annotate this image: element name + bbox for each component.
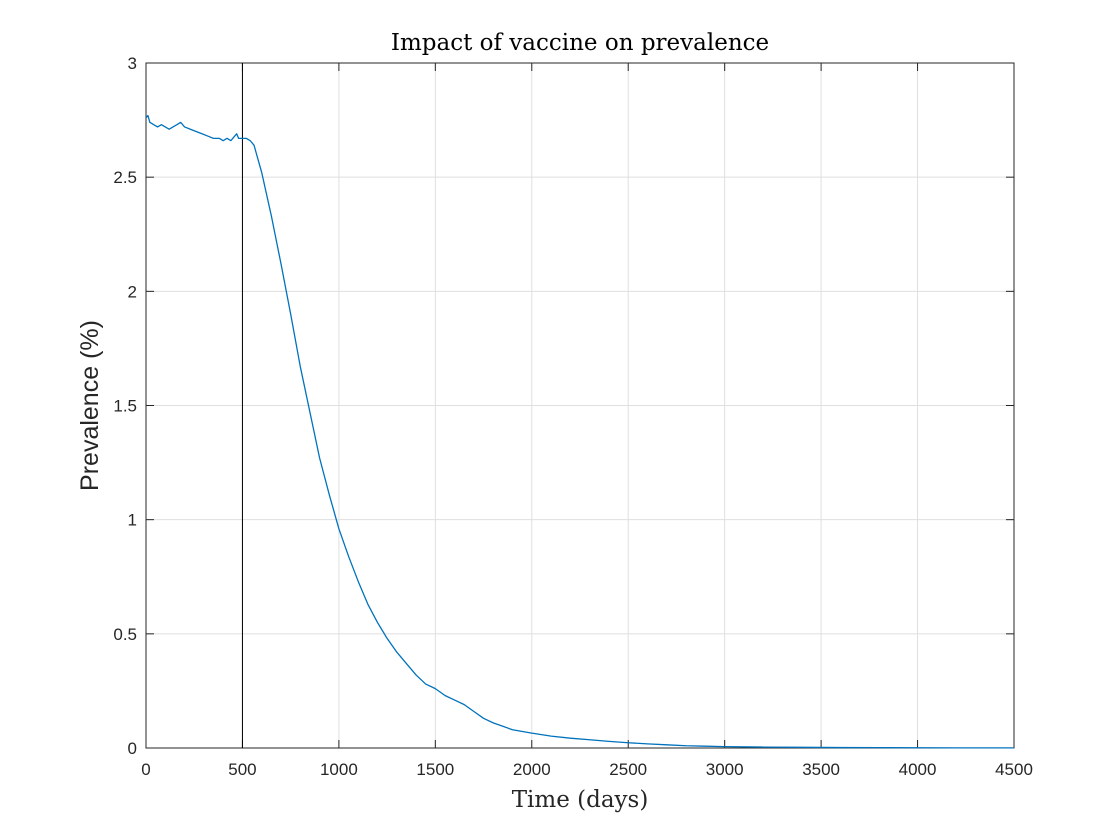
y-tick-label: 1.5: [113, 397, 137, 416]
x-tick-label: 0: [141, 760, 150, 779]
x-tick-label: 4000: [899, 760, 937, 779]
y-tick-label: 2.5: [113, 168, 137, 187]
y-tick-label: 0: [128, 739, 137, 758]
axes-box: [145, 62, 1015, 749]
y-tick-label: 3: [128, 54, 137, 73]
x-tick-label: 2000: [513, 760, 551, 779]
x-tick-label: 1500: [416, 760, 454, 779]
tick-labels: 0 500 1000 1500 2000 2500 3000 3500 4000 4500 0 0.5…: [113, 54, 1033, 779]
chart-title: Impact of vaccine on prevalence: [391, 30, 769, 56]
x-tick-label: 2500: [609, 760, 647, 779]
series-line: [145, 114, 1015, 749]
x-axis-label: Time (days): [512, 787, 649, 813]
x-tick-label: 3000: [706, 760, 744, 779]
y-tick-label: 1: [128, 511, 137, 530]
axes: [145, 62, 1015, 749]
x-tick-label: 4500: [995, 760, 1033, 779]
data-series: [145, 114, 1015, 749]
x-tick-label: 500: [228, 760, 256, 779]
x-tick-label: 3500: [802, 760, 840, 779]
x-tick-label: 1000: [320, 760, 358, 779]
y-tick-label: 0.5: [113, 625, 137, 644]
y-tick-label: 2: [128, 282, 137, 301]
y-axis-label: Prevalence (%): [76, 320, 104, 491]
